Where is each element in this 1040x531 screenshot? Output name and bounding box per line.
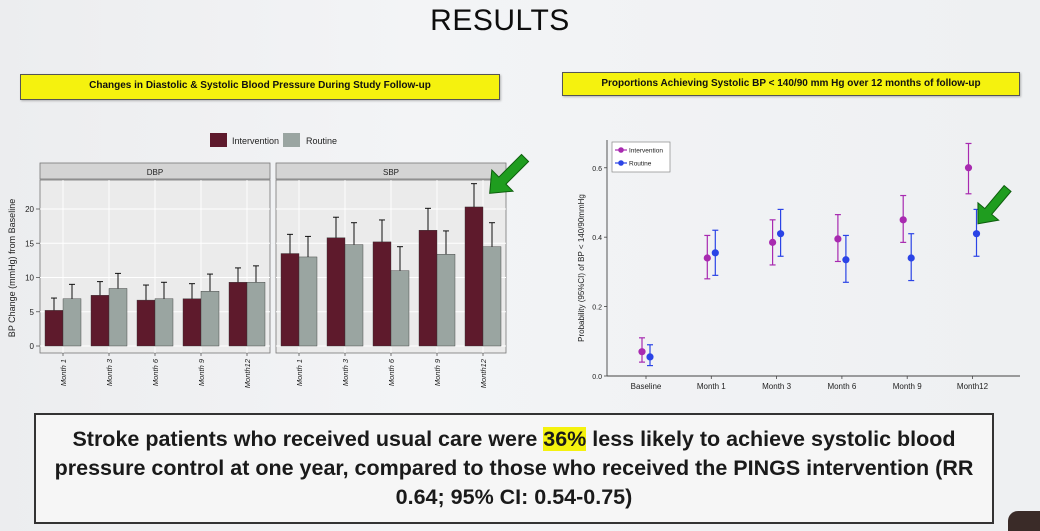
bar-routine	[436, 254, 456, 347]
facet-title-sbp: SBP	[383, 168, 399, 177]
bar-intervention	[228, 282, 248, 347]
bar-routine	[344, 244, 364, 347]
x-tick-label: Month 1	[697, 382, 726, 391]
legend-dot-intervention	[618, 147, 624, 153]
bar-intervention	[464, 206, 484, 347]
summary-text-before: Stroke patients who received usual care …	[72, 427, 544, 451]
y-tick-label: 10	[25, 274, 34, 283]
legend-label-intervention: Intervention	[629, 148, 663, 155]
point-intervention	[638, 348, 646, 356]
arrow-shape	[489, 153, 530, 194]
point-intervention	[703, 254, 711, 262]
summary-box: Stroke patients who received usual care …	[34, 413, 994, 524]
y-tick-label: 0.0	[592, 374, 602, 381]
legend-label-routine: Routine	[629, 161, 652, 168]
point-routine	[646, 353, 654, 361]
x-tick-label: Month 3	[341, 358, 350, 386]
annotation-arrow-icon	[977, 184, 1012, 225]
y-axis-label: Probability (95%CI) of BP < 140/90mmHg	[577, 194, 586, 342]
point-routine	[777, 230, 785, 238]
bar-intervention	[182, 298, 202, 347]
brain-logo-icon	[1008, 511, 1040, 531]
arrow-shape	[977, 184, 1012, 225]
bar-intervention	[136, 299, 156, 347]
x-tick-label: Month 1	[59, 359, 68, 386]
summary-highlight: 36%	[543, 427, 587, 451]
y-tick-label: 0.4	[592, 235, 602, 242]
bar-intervention	[44, 310, 64, 347]
legend-dot-routine	[618, 160, 624, 166]
annotation-arrow-icon	[489, 153, 530, 194]
bar-routine	[154, 298, 174, 347]
charts-canvas: Intervention Routine DBP Month 1 Month 3 Mont…	[7, 133, 1020, 391]
y-tick-label: 0	[30, 342, 35, 351]
x-tick-label: Month12	[479, 358, 488, 388]
x-tick-label: Month 9	[197, 358, 206, 386]
bar-intervention	[418, 230, 438, 347]
proportions-chart-title: Proportions Achieving Systolic BP < 140/…	[562, 72, 1020, 96]
legend-swatch-routine	[283, 133, 300, 147]
x-tick-label: Month 1	[295, 359, 304, 386]
bar-intervention	[280, 253, 300, 347]
bar-routine	[62, 298, 82, 347]
point-routine	[711, 249, 719, 257]
bar-routine	[390, 270, 410, 347]
summary-text: Stroke patients who received usual care …	[36, 425, 992, 512]
x-tick-label: Baseline	[631, 382, 662, 391]
facet-strip-dbp	[39, 162, 271, 180]
y-tick-label: 5	[30, 308, 35, 317]
legend-box	[611, 141, 671, 173]
point-intervention	[834, 235, 842, 243]
point-intervention	[964, 164, 973, 172]
bar-routine	[200, 291, 220, 347]
slide-title: RESULTS	[430, 4, 570, 37]
bar-intervention	[90, 295, 110, 347]
x-tick-label: Month 9	[893, 382, 922, 391]
point-routine	[907, 254, 915, 262]
point-intervention	[899, 216, 907, 224]
bar-routine	[298, 256, 318, 347]
bar-routine	[482, 246, 502, 347]
legend-label-routine: Routine	[306, 136, 337, 146]
x-tick-label: Month 6	[827, 382, 856, 391]
point-routine	[842, 256, 850, 264]
bar-intervention	[326, 237, 346, 347]
x-tick-label: Month 9	[433, 358, 442, 386]
x-tick-label: Month 6	[151, 358, 160, 386]
point-routine	[972, 230, 981, 238]
summary-text-after: less likely to achieve systolic blood pr…	[54, 427, 974, 509]
bp-change-chart-title: Changes in Diastolic & Systolic Blood Pr…	[20, 74, 500, 100]
x-tick-label: Month12	[243, 358, 252, 388]
x-tick-label: Month 3	[762, 382, 791, 391]
bar-routine	[246, 282, 266, 347]
y-axis-label: BP Change (mmHg) from Baseline	[7, 199, 17, 337]
y-tick-label: 0.6	[592, 166, 602, 173]
bar-routine	[108, 288, 128, 347]
y-tick-label: 20	[25, 205, 34, 214]
bar-intervention	[372, 241, 392, 347]
legend-label-intervention: Intervention	[232, 136, 279, 146]
legend-swatch-intervention	[210, 133, 227, 147]
y-tick-label: 15	[25, 239, 34, 248]
x-tick-label: Month 3	[105, 358, 114, 386]
facet-title-dbp: DBP	[147, 168, 163, 177]
y-tick-label: 0.2	[592, 305, 602, 312]
x-tick-label: Month12	[957, 382, 989, 391]
x-tick-label: Month 6	[387, 358, 396, 386]
point-intervention	[769, 238, 777, 246]
